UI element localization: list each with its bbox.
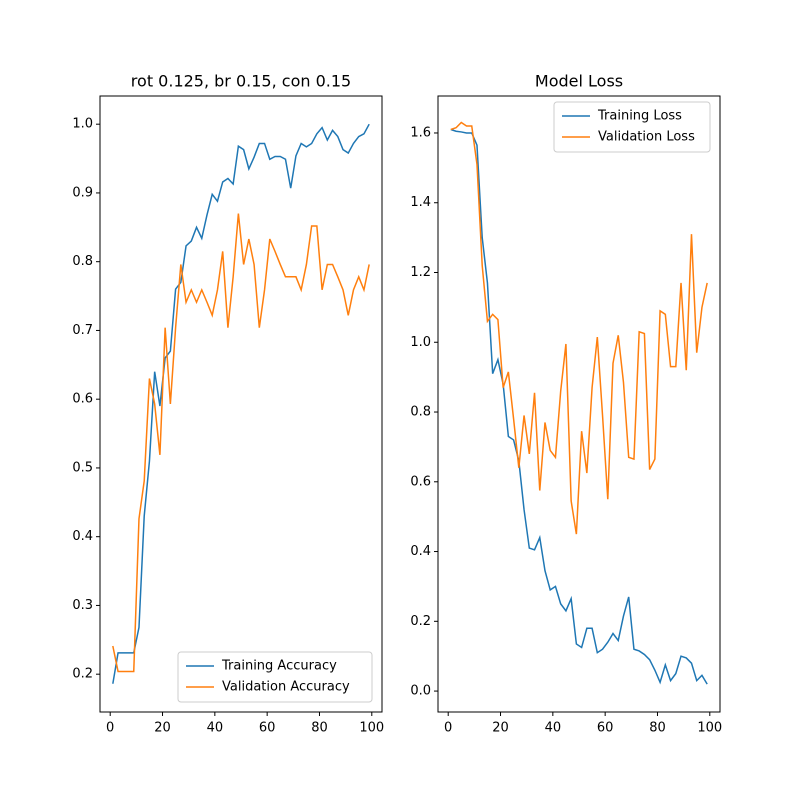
x-tick-label: 20 [154, 721, 171, 736]
y-tick-label: 1.4 [410, 195, 431, 210]
legend-box [177, 651, 373, 703]
y-tick-label: 0.7 [72, 323, 93, 338]
x-tick-label: 80 [311, 721, 328, 736]
x-tick-label: 0 [106, 721, 114, 736]
x-tick-label: 60 [259, 721, 276, 736]
legend-box [553, 101, 711, 153]
series-line [450, 128, 708, 685]
legend-label: Validation Accuracy [222, 680, 350, 695]
x-tick-label: 100 [697, 721, 722, 736]
y-tick-label: 1.2 [410, 265, 431, 280]
x-tick-label: 20 [492, 721, 509, 736]
axes-frame [437, 95, 721, 713]
y-tick-label: 0.4 [410, 544, 431, 559]
y-tick-label: 0.4 [72, 529, 93, 544]
axes-frame [99, 95, 383, 713]
series-line [112, 123, 370, 684]
y-tick-label: 0.2 [410, 614, 431, 629]
y-tick-label: 0.3 [72, 598, 93, 613]
y-tick-label: 0.6 [72, 392, 93, 407]
x-tick-label: 40 [207, 721, 224, 736]
legend-label: Training Accuracy [221, 659, 337, 674]
chart-title: Model Loss [535, 72, 623, 91]
y-tick-label: 0.2 [72, 667, 93, 682]
y-tick-label: 1.6 [410, 125, 431, 140]
y-tick-label: 0.8 [410, 405, 431, 420]
x-tick-label: 0 [444, 721, 452, 736]
y-tick-label: 0.9 [72, 185, 93, 200]
x-tick-label: 80 [649, 721, 666, 736]
legend-label: Validation Loss [598, 130, 695, 145]
y-tick-label: 0.8 [72, 254, 93, 269]
y-tick-label: 0.5 [72, 460, 93, 475]
y-tick-label: 0.6 [410, 474, 431, 489]
y-tick-label: 1.0 [410, 335, 431, 350]
chart-title: rot 0.125, br 0.15, con 0.15 [131, 72, 351, 91]
x-tick-label: 100 [359, 721, 384, 736]
x-tick-label: 60 [597, 721, 614, 736]
x-tick-label: 40 [545, 721, 562, 736]
series-line [112, 213, 370, 673]
series-line [450, 121, 708, 535]
legend-label: Training Loss [597, 109, 682, 124]
y-tick-label: 1.0 [72, 117, 93, 132]
y-tick-label: 0.0 [410, 684, 431, 699]
